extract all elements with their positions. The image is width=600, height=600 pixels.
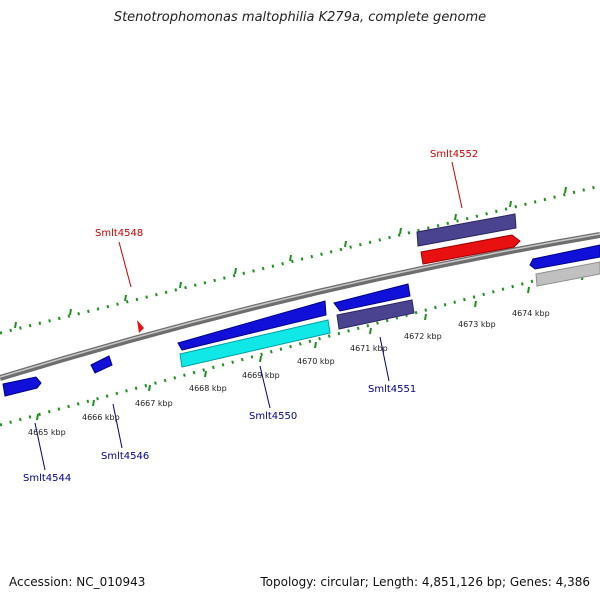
gene-grey-right[interactable] [535, 261, 600, 287]
map-title: Stenotrophomonas maltophilia K279a, comp… [113, 10, 487, 25]
tick-label-4670: 4670 kbp [297, 357, 335, 366]
gene-slate-reverse-large[interactable] [416, 213, 517, 247]
tick-label-4668: 4668 kbp [189, 384, 227, 393]
gene-red-forward-large[interactable] [420, 234, 521, 265]
tick-label-4669: 4669 kbp [242, 371, 280, 380]
gene-label-smlt4546[interactable]: Smlt4546 [101, 451, 149, 462]
tick-label-4672: 4672 kbp [404, 332, 442, 341]
inner-dotted-track [0, 261, 600, 427]
gene-labels: Smlt4548 Smlt4552 Smlt4544 Smlt4546 Smlt… [23, 149, 478, 484]
gene-label-smlt4551[interactable]: Smlt4551 [368, 384, 416, 395]
gene-label-smlt4550[interactable]: Smlt4550 [249, 411, 297, 422]
gene-label-smlt4548[interactable]: Smlt4548 [95, 228, 143, 239]
gene-cyan-long[interactable] [179, 319, 331, 368]
gene-red-arrow-small[interactable] [137, 320, 144, 333]
accession-text: Accession: NC_010943 [9, 575, 146, 589]
outer-major-ticks [14, 186, 567, 329]
tick-label-4665: 4665 kbp [28, 428, 66, 437]
gene-blue-long[interactable] [177, 300, 327, 351]
gene-blue-right-upper[interactable] [529, 244, 600, 270]
genome-summary-text: Topology: circular; Length: 4,851,126 bp… [260, 575, 590, 589]
gene-slate-mid[interactable] [336, 299, 415, 330]
gene-blue-mid[interactable] [333, 283, 411, 312]
tick-label-4673: 4673 kbp [458, 320, 496, 329]
tick-labels: 4665 kbp 4666 kbp 4667 kbp 4668 kbp 4669… [28, 309, 550, 437]
gene-blue-left[interactable] [2, 376, 42, 397]
gene-label-smlt4552[interactable]: Smlt4552 [430, 149, 478, 160]
gene-blue-small[interactable] [90, 355, 113, 374]
gene-label-smlt4544[interactable]: Smlt4544 [23, 473, 71, 484]
tick-label-4671: 4671 kbp [350, 344, 388, 353]
inner-major-ticks [36, 273, 584, 421]
tick-label-4667: 4667 kbp [135, 399, 173, 408]
genome-backbone [0, 232, 600, 381]
tick-label-4666: 4666 kbp [82, 413, 120, 422]
tick-label-4674: 4674 kbp [512, 309, 550, 318]
label-leaders [34, 161, 463, 471]
